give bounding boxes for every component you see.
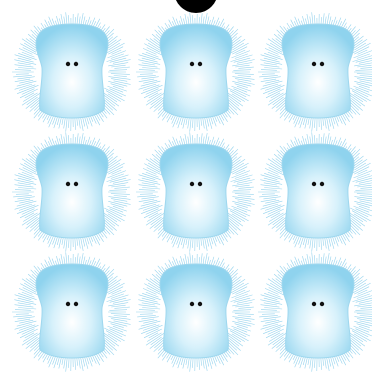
right-eye-icon: [73, 61, 79, 67]
top-indicator-icon: [174, 0, 218, 13]
creature-5[interactable]: [136, 130, 256, 252]
body-shape: [35, 263, 109, 359]
body-shape: [281, 23, 355, 119]
left-eye-icon: [311, 301, 317, 307]
right-eye-icon: [319, 181, 325, 187]
left-eye-icon: [65, 301, 71, 307]
right-eye-icon: [197, 301, 203, 307]
right-eye-icon: [73, 181, 79, 187]
body-shape: [35, 143, 109, 239]
creature-3[interactable]: [258, 10, 372, 132]
creature-7[interactable]: [12, 250, 132, 372]
body-shape: [159, 263, 233, 359]
left-eye-icon: [311, 61, 317, 67]
creature-1[interactable]: [12, 10, 132, 132]
right-eye-icon: [197, 61, 203, 67]
body-shape: [281, 143, 355, 239]
left-eye-icon: [189, 61, 195, 67]
body-shape: [159, 23, 233, 119]
right-eye-icon: [73, 301, 79, 307]
creature-6[interactable]: [258, 130, 372, 252]
left-eye-icon: [65, 61, 71, 67]
left-eye-icon: [65, 181, 71, 187]
creature-4[interactable]: [12, 130, 132, 252]
body-shape: [281, 263, 355, 359]
creature-9[interactable]: [258, 250, 372, 372]
creature-8[interactable]: [136, 250, 256, 372]
left-eye-icon: [189, 181, 195, 187]
body-shape: [35, 23, 109, 119]
right-eye-icon: [197, 181, 203, 187]
body-shape: [159, 143, 233, 239]
creature-2[interactable]: [136, 10, 256, 132]
left-eye-icon: [189, 301, 195, 307]
left-eye-icon: [311, 181, 317, 187]
right-eye-icon: [319, 61, 325, 67]
right-eye-icon: [319, 301, 325, 307]
